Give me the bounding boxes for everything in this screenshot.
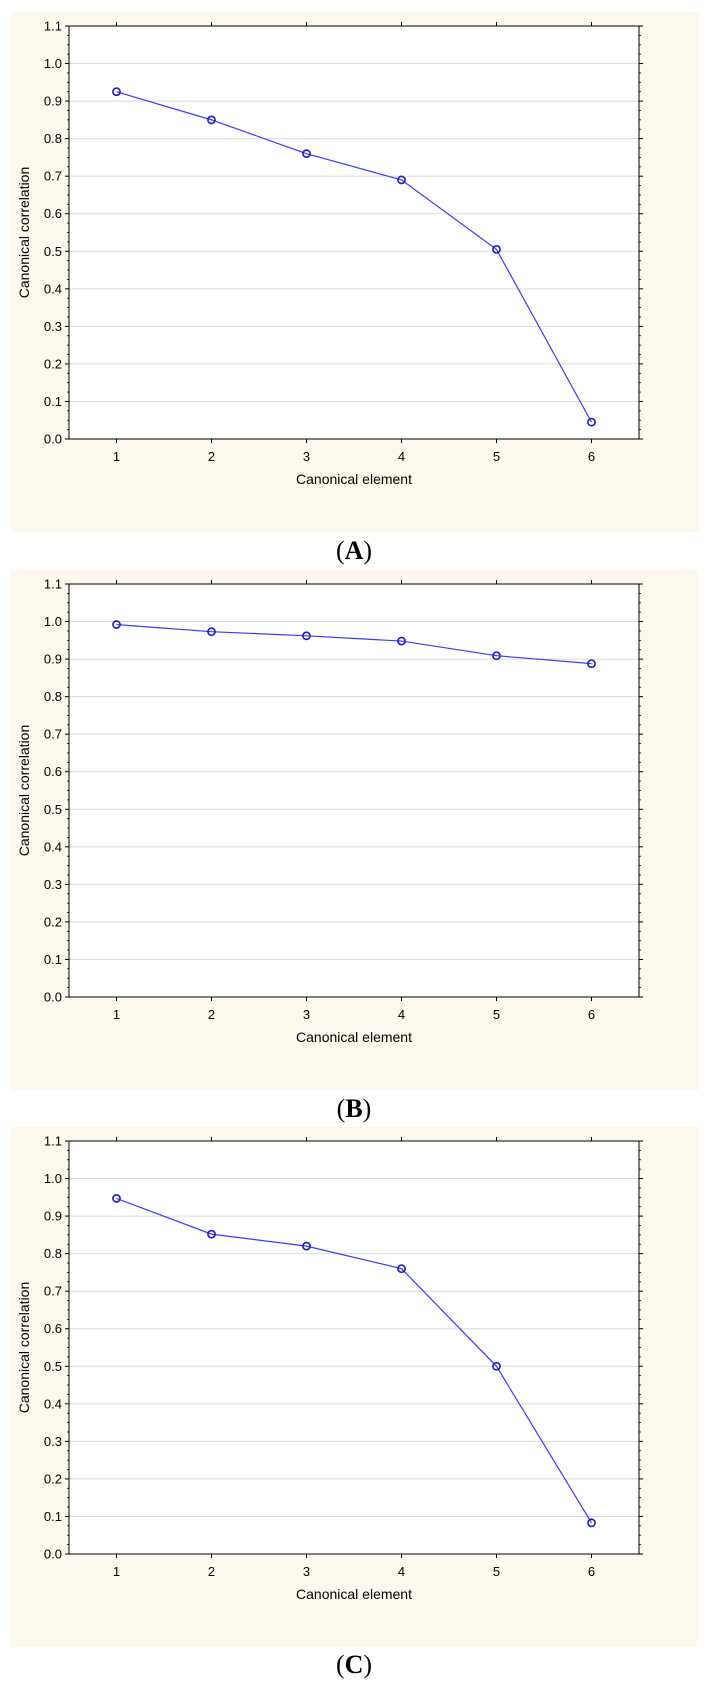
data-point bbox=[397, 175, 406, 185]
x-tick-label: 1 bbox=[113, 449, 120, 464]
y-tick-label: 0.2 bbox=[44, 1471, 62, 1486]
y-tick-label: 0.6 bbox=[44, 206, 62, 221]
data-point bbox=[587, 1518, 596, 1528]
y-tick-label: 0.2 bbox=[44, 356, 62, 371]
y-tick-label: 1.1 bbox=[44, 19, 62, 34]
x-axis-label: Canonical element bbox=[296, 471, 412, 487]
caption-b: (B) bbox=[336, 1094, 372, 1123]
y-tick-label: 1.1 bbox=[44, 577, 62, 592]
plot-area bbox=[69, 26, 639, 439]
data-point bbox=[302, 149, 311, 159]
y-tick-label: 0.7 bbox=[44, 1284, 62, 1299]
data-point bbox=[587, 417, 596, 427]
x-tick-label: 1 bbox=[113, 1007, 120, 1022]
data-point bbox=[397, 1264, 406, 1274]
y-tick-label: 0.4 bbox=[44, 839, 62, 854]
y-tick-label: 0.0 bbox=[44, 1547, 62, 1562]
y-axis-label: Canonical correlation bbox=[16, 167, 32, 299]
y-tick-label: 0.5 bbox=[44, 1359, 62, 1374]
x-tick-label: 2 bbox=[208, 449, 215, 464]
data-point bbox=[112, 1194, 121, 1203]
y-tick-label: 0.0 bbox=[44, 990, 62, 1005]
chart-panel-c: 0.0 0.1 0.2 0.3 0.4 0.5 0.6 0.7 0.8 0.9 1.0 1.1 1 2 3 4… bbox=[11, 1127, 699, 1647]
y-axis-label: Canonical correlation bbox=[16, 725, 32, 857]
y-tick-label: 0.8 bbox=[44, 131, 62, 146]
y-tick-label: 0.8 bbox=[44, 1246, 62, 1261]
x-tick-label: 6 bbox=[588, 1007, 595, 1022]
x-tick-label: 5 bbox=[493, 1564, 500, 1579]
chart-b: 0.0 0.1 0.2 0.3 0.4 0.5 0.6 0.7 0.8 0.9 1.0 1.1 1 2 3 4… bbox=[16, 577, 643, 1045]
chart-panel-a: 0.0 0.1 0.2 0.3 0.4 0.5 0.6 0.7 0.8 0.9 1.0 1.1 1 2 3 4… bbox=[11, 12, 699, 532]
y-tick-label: 0.1 bbox=[44, 394, 62, 409]
x-tick-label: 4 bbox=[398, 449, 405, 464]
data-point bbox=[207, 627, 216, 637]
data-point bbox=[112, 620, 121, 629]
x-tick-label: 6 bbox=[588, 449, 595, 464]
x-tick-label: 1 bbox=[113, 1564, 120, 1579]
chart-c: 0.0 0.1 0.2 0.3 0.4 0.5 0.6 0.7 0.8 0.9 1.0 1.1 1 2 3 4… bbox=[16, 1134, 643, 1602]
x-tick-label: 3 bbox=[303, 1564, 310, 1579]
y-tick-label: 0.4 bbox=[44, 1396, 62, 1411]
x-tick-label: 2 bbox=[208, 1007, 215, 1022]
data-point bbox=[492, 244, 501, 254]
plot-area bbox=[69, 1141, 639, 1554]
x-tick-label: 5 bbox=[493, 1007, 500, 1022]
caption-c: (C) bbox=[335, 1650, 373, 1679]
data-point bbox=[302, 631, 311, 641]
y-tick-label: 1.1 bbox=[44, 1134, 62, 1149]
y-tick-label: 0.9 bbox=[44, 652, 62, 667]
x-axis-label: Canonical element bbox=[296, 1029, 412, 1045]
y-tick-label: 0.8 bbox=[44, 689, 62, 704]
x-tick-label: 4 bbox=[398, 1007, 405, 1022]
plot-frame bbox=[68, 583, 640, 998]
x-tick-label: 3 bbox=[303, 449, 310, 464]
data-point bbox=[587, 659, 596, 668]
plot-frame bbox=[68, 25, 640, 440]
y-tick-label: 0.1 bbox=[44, 952, 62, 967]
y-tick-label: 0.7 bbox=[44, 727, 62, 742]
x-tick-label: 6 bbox=[588, 1564, 595, 1579]
y-tick-label: 0.3 bbox=[44, 877, 62, 892]
caption-a: (A) bbox=[335, 536, 373, 565]
x-tick-label: 3 bbox=[303, 1007, 310, 1022]
data-point bbox=[302, 1241, 311, 1251]
y-tick-label: 0.4 bbox=[44, 281, 62, 296]
x-axis-label: Canonical element bbox=[296, 1586, 412, 1602]
y-tick-label: 1.0 bbox=[44, 56, 62, 71]
plot-area bbox=[69, 584, 639, 997]
x-tick-label: 2 bbox=[208, 1564, 215, 1579]
y-tick-label: 0.3 bbox=[44, 319, 62, 334]
data-point bbox=[492, 651, 501, 661]
plot-frame bbox=[68, 1140, 640, 1555]
y-tick-label: 0.3 bbox=[44, 1434, 62, 1449]
y-tick-label: 0.6 bbox=[44, 764, 62, 779]
y-tick-label: 0.9 bbox=[44, 94, 62, 109]
y-tick-label: 0.5 bbox=[44, 802, 62, 817]
data-point bbox=[207, 115, 216, 125]
series-line bbox=[116, 623, 592, 665]
y-tick-label: 0.2 bbox=[44, 914, 62, 929]
y-tick-label: 0.6 bbox=[44, 1321, 62, 1336]
y-tick-label: 0.7 bbox=[44, 169, 62, 184]
data-point bbox=[397, 636, 406, 646]
x-tick-label: 5 bbox=[493, 449, 500, 464]
y-tick-label: 0.1 bbox=[44, 1509, 62, 1524]
series-line bbox=[116, 91, 593, 423]
data-point bbox=[112, 87, 121, 97]
chart-a: 0.0 0.1 0.2 0.3 0.4 0.5 0.6 0.7 0.8 0.9 1.0 1.1 1 2 3 4… bbox=[16, 19, 643, 487]
y-tick-label: 0.9 bbox=[44, 1209, 62, 1224]
y-tick-label: 0.0 bbox=[44, 432, 62, 447]
chart-panel-b: 0.0 0.1 0.2 0.3 0.4 0.5 0.6 0.7 0.8 0.9 1.0 1.1 1 2 3 4… bbox=[11, 570, 699, 1090]
y-axis-label: Canonical correlation bbox=[16, 1282, 32, 1414]
data-point bbox=[492, 1361, 501, 1371]
y-tick-label: 0.5 bbox=[44, 244, 62, 259]
series-line bbox=[116, 1197, 593, 1524]
data-point bbox=[207, 1229, 216, 1239]
y-tick-label: 1.0 bbox=[44, 614, 62, 629]
x-tick-label: 4 bbox=[398, 1564, 405, 1579]
y-tick-label: 1.0 bbox=[44, 1171, 62, 1186]
